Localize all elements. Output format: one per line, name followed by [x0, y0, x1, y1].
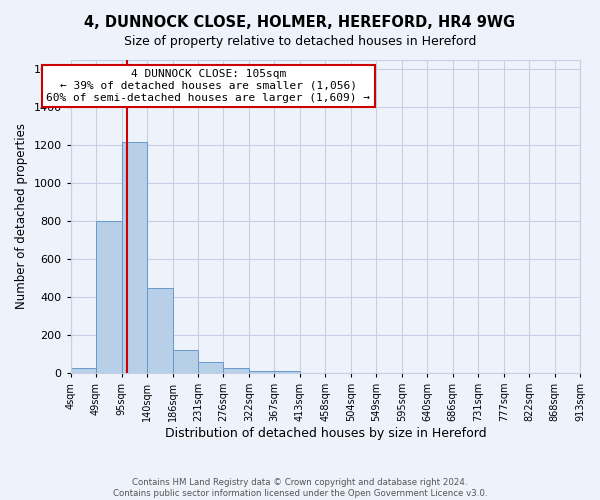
Bar	[223, 368, 249, 373]
Text: 4, DUNNOCK CLOSE, HOLMER, HEREFORD, HR4 9WG: 4, DUNNOCK CLOSE, HOLMER, HEREFORD, HR4 …	[85, 15, 515, 30]
Bar	[71, 368, 96, 373]
Bar	[96, 221, 122, 373]
Text: Size of property relative to detached houses in Hereford: Size of property relative to detached ho…	[124, 35, 476, 48]
X-axis label: Distribution of detached houses by size in Hereford: Distribution of detached houses by size …	[164, 427, 486, 440]
Bar	[249, 371, 274, 373]
Bar	[198, 362, 223, 373]
Bar	[147, 288, 173, 373]
Bar	[173, 350, 198, 373]
Bar	[122, 142, 147, 373]
Text: Contains HM Land Registry data © Crown copyright and database right 2024.
Contai: Contains HM Land Registry data © Crown c…	[113, 478, 487, 498]
Bar	[274, 371, 300, 373]
Y-axis label: Number of detached properties: Number of detached properties	[15, 124, 28, 310]
Text: 4 DUNNOCK CLOSE: 105sqm
← 39% of detached houses are smaller (1,056)
60% of semi: 4 DUNNOCK CLOSE: 105sqm ← 39% of detache…	[46, 70, 370, 102]
